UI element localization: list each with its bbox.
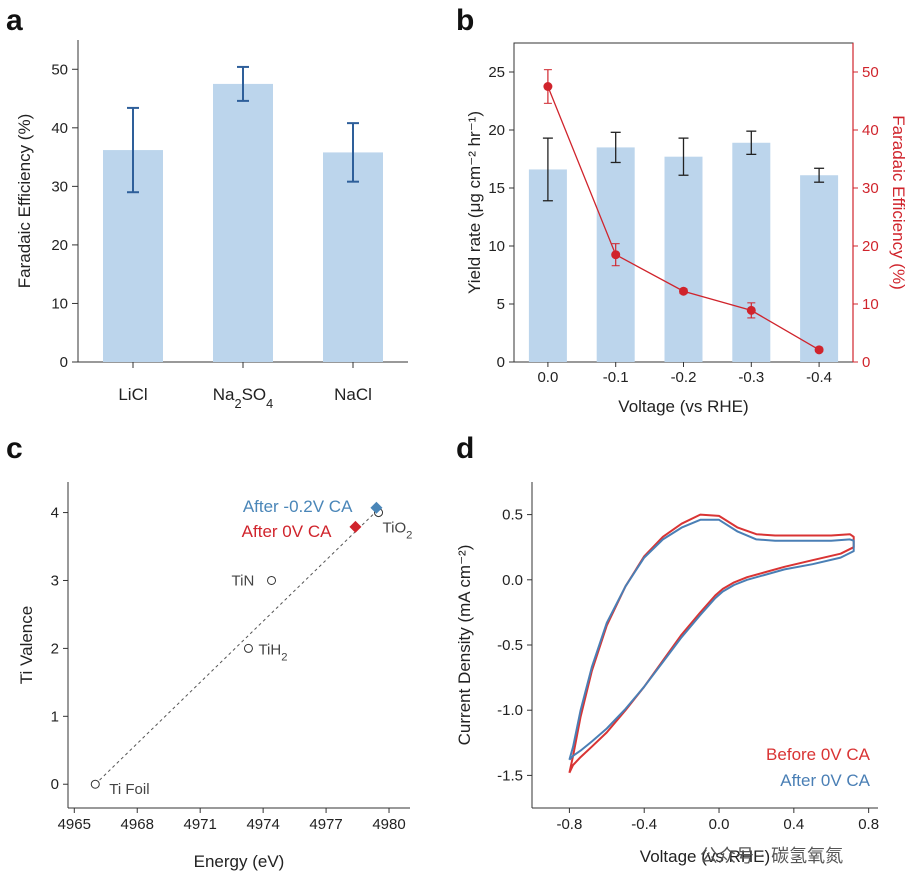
y-tick-label: 4 [51, 505, 59, 522]
x-tick-label: 0.4 [783, 816, 804, 833]
y-right-tick-label: 0 [862, 354, 870, 371]
bar [528, 169, 567, 362]
x-tick-label: 4980 [372, 816, 405, 833]
sample-marker [349, 520, 362, 533]
chart-panel-a: 0 10 20 30 40 50 LiCl Na2SO4 NaCl Faradaic Effici… [15, 40, 408, 411]
category-label: LiCl [118, 385, 147, 404]
y-left-tick-label: 15 [488, 180, 505, 197]
watermark-text: 公众号 · 碳氢氧氮 [700, 846, 843, 867]
y-tick-label: 10 [51, 295, 68, 312]
y-right-tick-label: 10 [862, 296, 879, 313]
x-tick-label: -0.4 [631, 816, 657, 833]
y-right-tick-label: 20 [862, 238, 879, 255]
y-left-tick-label: 25 [488, 64, 505, 81]
category-label: Na2SO4 [213, 385, 273, 411]
bar [664, 156, 703, 362]
x-tick-label: 4965 [58, 816, 91, 833]
fe-point [543, 82, 553, 91]
sample-label: After 0V CA [242, 522, 332, 541]
x-tick-label: 4974 [246, 816, 279, 833]
x-tick-label: 0.8 [858, 816, 879, 833]
y-tick-label: 20 [51, 237, 68, 254]
y-left-tick-label: 20 [488, 122, 505, 139]
fe-point [746, 305, 756, 315]
y-left-tick-label: 0 [497, 354, 505, 371]
reference-label: TiH2 [258, 641, 287, 663]
cv-curve [568, 518, 855, 761]
x-axis-title: Voltage (vs RHE) [618, 397, 748, 416]
bar [323, 152, 383, 362]
y-tick-label: 3 [51, 572, 59, 589]
y-tick-label: -1.0 [497, 702, 523, 719]
panel-letter-a: a [6, 4, 23, 37]
y-left-tick-label: 10 [488, 238, 505, 255]
y-left-tick-label: 5 [497, 296, 505, 313]
fe-point [611, 250, 621, 260]
y-right-tick-label: 40 [862, 122, 879, 139]
x-tick-label: 4977 [309, 816, 342, 833]
y-tick-label: 40 [51, 120, 68, 137]
fe-point [814, 345, 824, 355]
reference-label: TiO2 [383, 520, 413, 542]
x-tick-label: 4968 [121, 816, 154, 833]
y-left-axis-title: Yield rate (μg cm⁻² hr⁻¹) [465, 111, 484, 294]
reference-label: Ti Foil [109, 781, 149, 798]
panel-letter-b: b [456, 4, 474, 37]
reference-point [243, 643, 253, 653]
y-tick-label: 0 [60, 354, 68, 371]
legend-entry: Before 0V CA [766, 745, 871, 764]
x-axis-title: Energy (eV) [194, 852, 285, 871]
y-tick-label: 2 [51, 640, 59, 657]
y-tick-label: 30 [51, 178, 68, 195]
x-tick-label: -0.8 [556, 816, 582, 833]
x-tick-label: 0.0 [709, 816, 730, 833]
y-axis-title: Current Density (mA cm⁻²) [455, 545, 474, 746]
sample-label: After -0.2V CA [243, 497, 353, 516]
y-tick-label: 50 [51, 61, 68, 78]
x-tick-label: 0.0 [537, 369, 558, 386]
x-tick-label: -0.1 [603, 369, 629, 386]
category-label: NaCl [334, 385, 372, 404]
reference-label: TiN [232, 572, 255, 589]
y-right-tick-label: 30 [862, 180, 879, 197]
y-tick-label: 0.5 [502, 507, 523, 524]
reference-point [90, 779, 100, 789]
chart-panel-c: 0 1 2 3 4 4965 4968 4971 4974 4977 4980 Ti Foil TiH2… [17, 482, 412, 871]
sample-marker [370, 501, 383, 514]
bar [800, 175, 839, 362]
y-right-tick-label: 50 [862, 64, 879, 81]
y-tick-label: -0.5 [497, 637, 523, 654]
x-tick-label: -0.4 [806, 369, 832, 386]
chart-panel-d: -1.5 -1.0 -0.5 0.0 0.5 -0.8 -0.4 0.0 0.4 0.8 Befor… [455, 482, 879, 866]
y-tick-label: 0.0 [502, 572, 523, 589]
x-tick-label: -0.3 [738, 369, 764, 386]
panel-letter-d: d [456, 432, 474, 465]
x-tick-label: 4971 [183, 816, 216, 833]
x-axis-title: Voltage (vs RHE) [640, 847, 770, 866]
y-right-axis-title: Faradaic Efficiency (%) [889, 115, 908, 289]
chart-panel-b: 0 5 10 15 20 25 0 10 20 30 40 50 0.0 -0.1 -0.2 -0.3 -0.4… [465, 42, 908, 416]
legend-entry: After 0V CA [780, 771, 870, 790]
panel-letter-c: c [6, 432, 23, 465]
y-axis-title: Ti Valence [17, 606, 36, 684]
reference-point [267, 575, 277, 585]
bar [732, 142, 771, 362]
y-tick-label: 0 [51, 776, 59, 793]
y-tick-label: 1 [51, 708, 59, 725]
x-tick-label: -0.2 [671, 369, 697, 386]
y-axis-title: Faradaic Efficiency (%) [15, 114, 34, 288]
bar [213, 83, 273, 362]
fe-point [679, 286, 688, 296]
y-tick-label: -1.5 [497, 767, 523, 784]
